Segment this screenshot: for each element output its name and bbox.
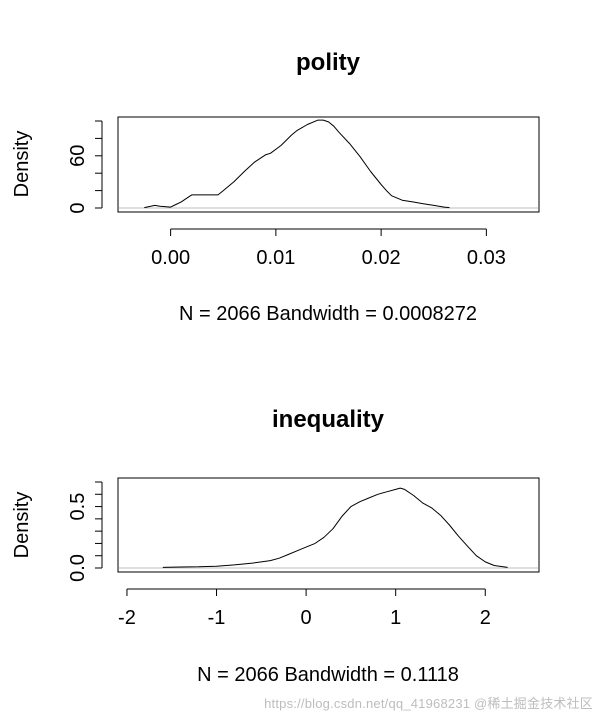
polity-density-line	[144, 119, 450, 209]
inequality-y-tick-label: 0.0	[67, 554, 89, 582]
inequality-plot-frame	[117, 477, 540, 573]
polity-y-tick-label: 60	[67, 145, 89, 167]
polity-ylabel: Density	[11, 131, 33, 198]
inequality-x-tick-label: -2	[118, 607, 136, 629]
inequality-axes: -2 -1 0 1 2 0.0 0.5	[67, 481, 491, 629]
inequality-xlabel: N = 2066 Bandwidth = 0.1118	[197, 664, 459, 686]
inequality-density-marks	[119, 487, 538, 569]
polity-title: polity	[296, 49, 361, 76]
polity-x-tick-label: 0.03	[467, 247, 506, 269]
inequality-x-tick-label: 1	[390, 607, 401, 629]
inequality-y-tick-label: 0.5	[67, 493, 89, 521]
polity-density-marks	[119, 119, 538, 209]
inequality-x-tick-label: 2	[480, 607, 491, 629]
polity-axes: 0.00 0.01 0.02 0.03 0 60	[67, 120, 506, 269]
polity-panel: polity Density N = 2066 Bandwidth = 0.00…	[11, 49, 540, 325]
polity-x-tick-label: 0.02	[362, 247, 401, 269]
polity-x-tick-label: 0.00	[151, 247, 190, 269]
inequality-panel: inequality Density N = 2066 Bandwidth = …	[11, 406, 540, 686]
watermark-text: https://blog.csdn.net/qq_41968231 @稀土掘金技…	[264, 696, 593, 711]
polity-xlabel: N = 2066 Bandwidth = 0.0008272	[179, 303, 477, 325]
inequality-x-tick-label: -1	[208, 607, 226, 629]
inequality-title: inequality	[272, 406, 385, 433]
inequality-x-tick-label: 0	[301, 607, 312, 629]
polity-x-tick-label: 0.01	[256, 247, 295, 269]
inequality-ylabel: Density	[11, 492, 33, 559]
polity-plot-frame	[117, 116, 540, 213]
polity-y-tick-label: 0	[67, 202, 89, 213]
inequality-density-line	[162, 487, 508, 568]
